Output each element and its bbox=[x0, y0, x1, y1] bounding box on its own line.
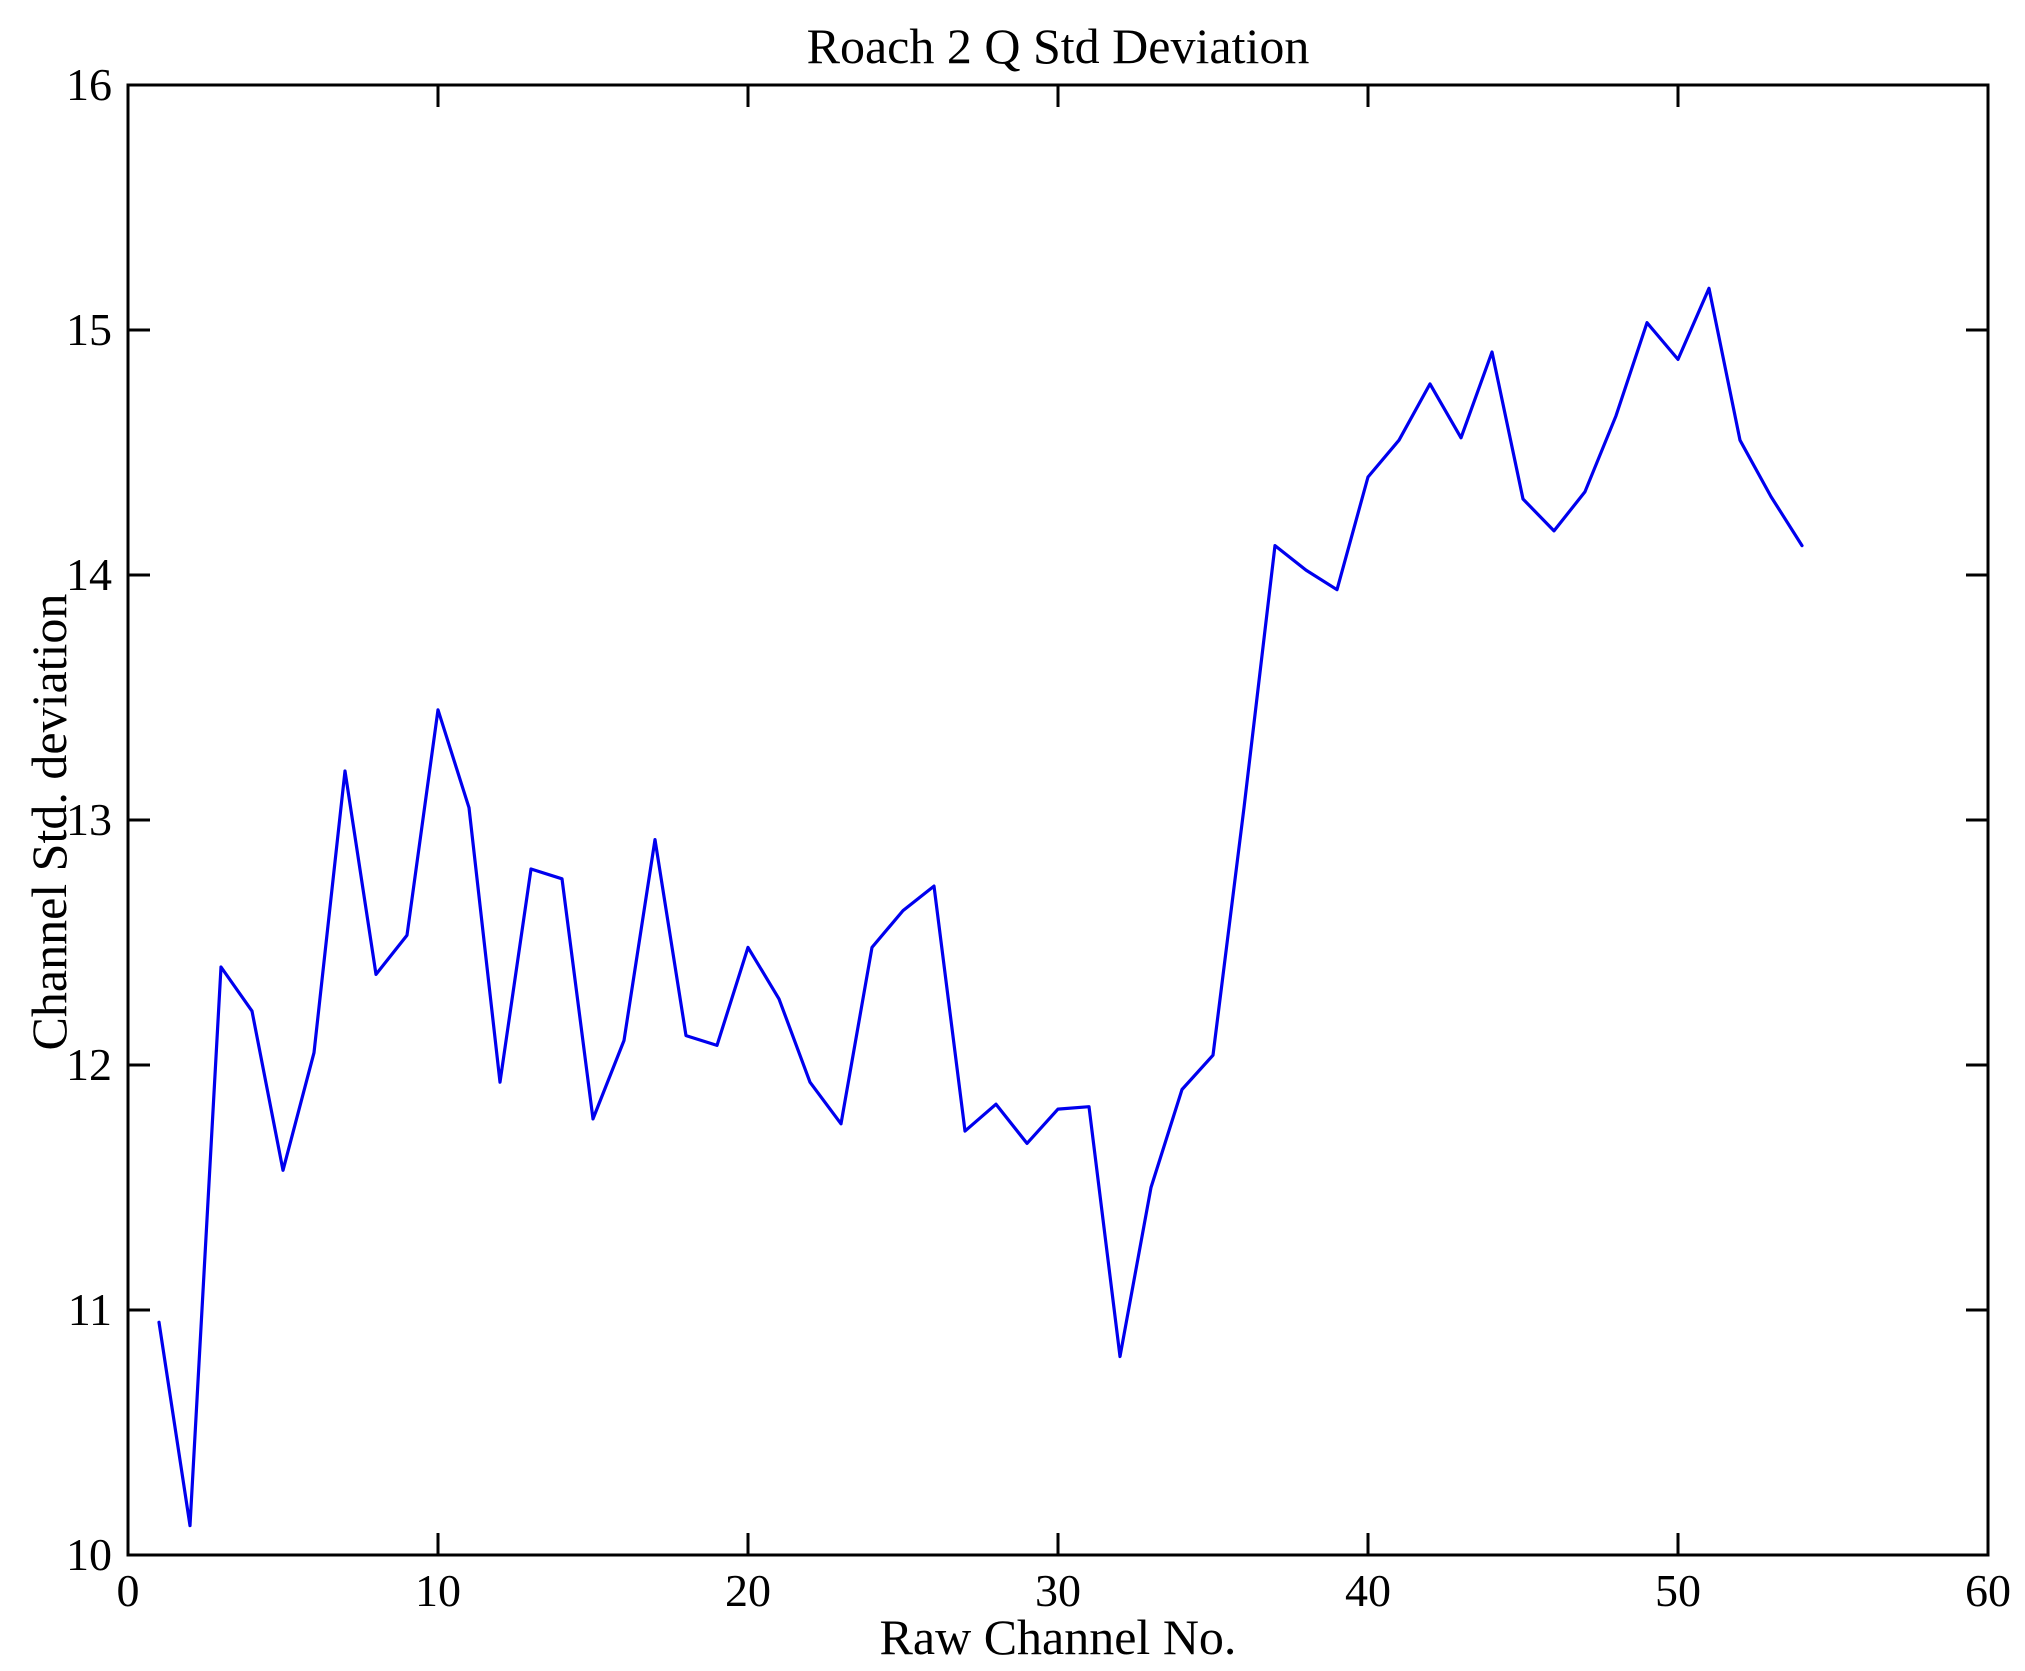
x-tick-label: 0 bbox=[116, 1565, 140, 1616]
data-line bbox=[157, 286, 1804, 1528]
y-tick-label: 11 bbox=[67, 1284, 112, 1335]
y-tick-label: 14 bbox=[66, 549, 112, 600]
y-tick-label: 12 bbox=[66, 1039, 112, 1090]
x-tick-label: 50 bbox=[1655, 1565, 1701, 1616]
x-tick-label: 60 bbox=[1965, 1565, 2011, 1616]
y-tick-label: 16 bbox=[66, 59, 112, 110]
chart-title: Roach 2 Q Std Deviation bbox=[806, 18, 1310, 74]
x-tick-label: 40 bbox=[1345, 1565, 1391, 1616]
x-axis-label: Raw Channel No. bbox=[879, 1609, 1237, 1665]
x-tick-label: 10 bbox=[415, 1565, 461, 1616]
y-tick-label: 10 bbox=[66, 1529, 112, 1580]
axis-box bbox=[126, 83, 1990, 1557]
y-tick-label: 15 bbox=[66, 304, 112, 355]
y-tick-label: 13 bbox=[66, 794, 112, 845]
x-tick-label: 30 bbox=[1035, 1565, 1081, 1616]
x-tick-label: 20 bbox=[725, 1565, 771, 1616]
